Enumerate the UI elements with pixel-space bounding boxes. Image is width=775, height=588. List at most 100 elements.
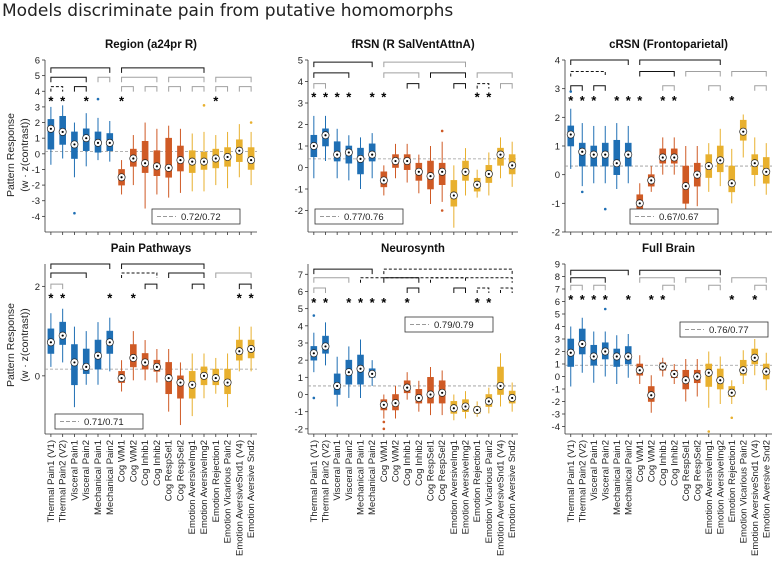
box-18 xyxy=(762,352,771,391)
box-9 xyxy=(658,137,667,175)
box-17 xyxy=(496,137,505,179)
y-tick-label: -2 xyxy=(32,181,40,192)
significance-bracket xyxy=(191,283,205,290)
outlier-point xyxy=(382,420,386,424)
iqr-box xyxy=(177,375,184,399)
significance-star: * xyxy=(131,291,137,306)
significance-bracket xyxy=(570,269,629,276)
box-1 xyxy=(46,313,55,367)
median-dot xyxy=(696,375,699,378)
box-5 xyxy=(94,97,102,161)
median-dot xyxy=(661,365,664,368)
median-dot xyxy=(226,381,229,384)
significance-star: * xyxy=(660,93,666,108)
box-18 xyxy=(508,141,517,187)
significance-star: * xyxy=(660,292,666,307)
significance-bracket xyxy=(238,86,252,92)
box-6 xyxy=(105,317,114,372)
significance-bracket xyxy=(313,61,373,68)
box-16 xyxy=(223,353,232,408)
significance-bracket xyxy=(476,83,490,89)
median-dot xyxy=(96,141,100,144)
significance-bracket xyxy=(708,284,721,291)
y-tick-label: 0 xyxy=(298,390,303,401)
box-12 xyxy=(176,362,185,426)
y-tick-label: 8 xyxy=(555,272,560,283)
iqr-box xyxy=(728,165,736,193)
legend: 0.79/0.79 xyxy=(404,316,494,333)
significance-bracket xyxy=(383,61,466,68)
significance-star: * xyxy=(48,94,54,109)
median-dot xyxy=(250,158,253,162)
median-dot xyxy=(441,170,444,173)
box-9 xyxy=(403,143,412,183)
box-1 xyxy=(46,106,55,165)
significance-bracket xyxy=(238,283,252,290)
median-dot xyxy=(238,350,241,353)
median-dot xyxy=(581,342,584,346)
significance-bracket xyxy=(168,86,181,92)
median-dot xyxy=(214,376,217,380)
significance-bracket xyxy=(430,277,466,283)
significance-star: * xyxy=(323,90,329,105)
legend-text: 0.77/0.76 xyxy=(344,212,384,223)
box-14 xyxy=(716,128,725,187)
median-dot xyxy=(73,361,76,364)
significance-star: * xyxy=(107,291,113,306)
y-tick-label: 6 xyxy=(298,287,303,298)
significance-star: * xyxy=(381,295,387,310)
significance-bracket xyxy=(570,59,629,65)
x-tick-label: Cog RespSel1 xyxy=(164,440,175,501)
x-tick-label: Cog Inhib2 xyxy=(152,440,163,486)
significance-bracket xyxy=(570,85,583,91)
box-15 xyxy=(473,169,482,198)
y-tick-label: 0 xyxy=(35,149,40,160)
significance-bracket xyxy=(313,83,326,89)
y-tick-label: 2 xyxy=(35,282,40,293)
iqr-box xyxy=(165,137,172,178)
median-dot xyxy=(476,183,479,186)
y-tick-label: 1 xyxy=(298,142,303,153)
box-18 xyxy=(508,382,517,412)
box-17 xyxy=(750,339,759,376)
median-dot xyxy=(452,407,455,410)
box-6 xyxy=(368,360,377,386)
y-tick-label: 4 xyxy=(555,322,560,333)
box-16 xyxy=(484,152,493,196)
box-10 xyxy=(414,154,423,194)
box-7 xyxy=(379,165,388,196)
significance-star: * xyxy=(580,93,586,108)
legend-frame xyxy=(404,316,494,333)
y-tick-label: -1 xyxy=(552,199,560,210)
box-1 xyxy=(309,115,318,179)
median-dot xyxy=(108,141,111,144)
box-8 xyxy=(647,166,656,192)
significance-bracket xyxy=(731,70,767,77)
box-5 xyxy=(94,322,102,385)
significance-bracket xyxy=(144,86,158,92)
box-2 xyxy=(58,105,67,159)
significance-star: * xyxy=(370,90,376,105)
significance-bracket xyxy=(97,76,111,83)
x-tick-label: Cog RespSel1 xyxy=(681,440,692,501)
panel-3: cRSN (Frontoparietal) 4 3 2 1 0 -1 -2 * * * * * * * * * 0… xyxy=(552,39,772,239)
significance-bracket xyxy=(383,72,420,78)
y-axis-label-bottom-line1: Pattern Response xyxy=(5,303,17,387)
box-10 xyxy=(414,380,423,412)
legend-text: 0.76/0.77 xyxy=(709,325,749,336)
x-tick-label: Thermal Pain2 (V2) xyxy=(58,440,69,522)
x-tick-label: Cog RespSel2 xyxy=(437,440,448,501)
median-dot xyxy=(684,185,687,188)
y-tick-label: -4 xyxy=(32,212,40,223)
y-tick-label: -1 xyxy=(295,185,303,196)
significance-bracket xyxy=(313,268,373,275)
x-tick-label: Emotion Aversive Snd2 xyxy=(507,440,518,538)
median-dot xyxy=(487,400,490,403)
y-tick-label: 4 xyxy=(298,321,303,332)
median-dot xyxy=(638,369,641,372)
box-7 xyxy=(117,360,126,392)
box-8 xyxy=(391,385,400,419)
median-dot xyxy=(85,137,88,140)
box-13 xyxy=(449,394,458,421)
